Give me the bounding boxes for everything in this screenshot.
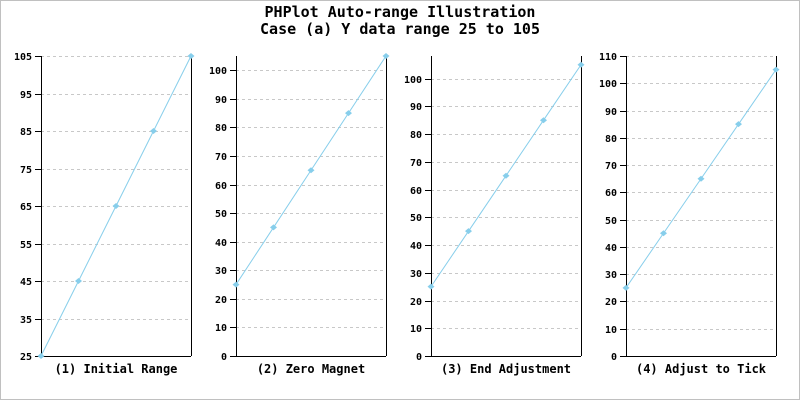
y-tick-label: 0: [221, 352, 227, 363]
y-tick-label: 70: [410, 158, 422, 169]
data-point-marker: [150, 128, 157, 134]
y-tick-label: 45: [20, 277, 32, 288]
panel-title: (3) End Adjustment: [441, 362, 571, 376]
panel-4: 0 10 20 30 40 50 60 70 80 90 100 110 (4) Adjust to T…: [599, 52, 780, 376]
y-tick-label: 25: [20, 352, 32, 363]
data-point-marker: [697, 175, 705, 182]
panel-title: (1) Initial Range: [55, 362, 178, 376]
panel-2: 0 10 20 30 40 50 60 70 80 90 100 (2) Zero Magnet: [209, 53, 390, 376]
data-point-marker: [37, 353, 45, 359]
y-tick-label: 10: [215, 323, 227, 334]
y-tick-label: 60: [605, 188, 617, 199]
chart-title-line2: Case (a) Y data range 25 to 105: [260, 20, 540, 38]
data-point-marker: [660, 230, 667, 237]
y-tick-label: 40: [605, 243, 617, 254]
data-point-marker: [772, 66, 780, 73]
y-tick-label: 0: [611, 352, 617, 363]
y-tick-label: 30: [605, 270, 617, 281]
y-tick-label: 50: [215, 209, 227, 220]
y-tick-label: 60: [410, 186, 422, 197]
y-tick-label: 110: [599, 52, 617, 63]
chart-title: PHPlot Auto-range Illustration Case (a) …: [1, 4, 799, 38]
y-tick-label: 30: [215, 266, 227, 277]
y-tick-label: 10: [605, 325, 617, 336]
data-point-marker: [465, 228, 472, 235]
data-point-marker: [75, 278, 82, 284]
y-tick-label: 50: [410, 213, 422, 224]
y-tick-label: 70: [605, 161, 617, 172]
data-point-marker: [270, 224, 277, 231]
data-point-marker: [232, 281, 240, 288]
y-tick-label: 100: [404, 75, 422, 86]
y-tick-label: 80: [215, 123, 227, 134]
y-tick-label: 60: [215, 181, 227, 192]
panel-title: (2) Zero Magnet: [257, 362, 365, 376]
y-tick-label: 75: [20, 165, 32, 176]
y-tick-label: 70: [215, 152, 227, 163]
data-point-marker: [187, 53, 195, 59]
data-point-marker: [112, 203, 120, 209]
y-tick-label: 20: [605, 297, 617, 308]
y-tick-label: 65: [20, 202, 32, 213]
y-tick-label: 30: [410, 269, 422, 280]
y-tick-label: 40: [215, 238, 227, 249]
panel-1: 25 35 45 55 65 75 85 95 105 (1) Initial Range: [14, 52, 195, 376]
data-point-marker: [735, 121, 742, 128]
panel-3: 0 10 20 30 40 50 60 70 80 90 100 (3) End Adjustment: [404, 56, 585, 376]
y-tick-label: 95: [20, 90, 32, 101]
y-tick-label: 20: [410, 297, 422, 308]
y-tick-label: 80: [410, 130, 422, 141]
panel-title: (4) Adjust to Tick: [636, 362, 767, 376]
data-point-marker: [427, 283, 435, 290]
data-point-marker: [622, 284, 630, 291]
y-tick-label: 20: [215, 295, 227, 306]
data-point-marker: [502, 172, 510, 179]
y-tick-label: 0: [416, 352, 422, 363]
y-tick-label: 100: [599, 79, 617, 90]
y-tick-label: 80: [605, 134, 617, 145]
y-tick-label: 90: [410, 102, 422, 113]
y-tick-label: 35: [20, 315, 32, 326]
data-point-marker: [540, 117, 547, 124]
data-point-marker: [577, 61, 585, 68]
data-point-marker: [382, 53, 390, 59]
chart-title-line1: PHPlot Auto-range Illustration: [264, 3, 536, 21]
data-point-marker: [307, 167, 315, 174]
y-tick-label: 90: [215, 95, 227, 106]
y-tick-label: 105: [14, 52, 32, 63]
data-point-marker: [345, 110, 352, 117]
y-tick-label: 10: [410, 324, 422, 335]
y-tick-label: 40: [410, 241, 422, 252]
y-tick-label: 50: [605, 216, 617, 227]
y-tick-label: 100: [209, 66, 227, 77]
y-tick-label: 90: [605, 107, 617, 118]
y-tick-label: 55: [20, 240, 32, 251]
y-tick-label: 85: [20, 127, 32, 138]
